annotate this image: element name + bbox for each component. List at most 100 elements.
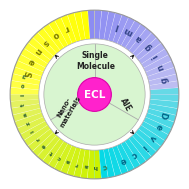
Text: s: s [41, 37, 50, 47]
Wedge shape [20, 121, 48, 140]
Text: i: i [139, 143, 148, 151]
Wedge shape [132, 132, 156, 156]
Text: i: i [151, 53, 160, 60]
Text: AIE: AIE [118, 96, 133, 113]
Text: v: v [146, 133, 157, 143]
Wedge shape [146, 113, 174, 128]
Wedge shape [28, 37, 53, 60]
Text: o: o [51, 29, 60, 40]
Wedge shape [13, 108, 42, 122]
Wedge shape [38, 28, 60, 53]
Wedge shape [125, 139, 146, 165]
Wedge shape [150, 88, 179, 94]
Wedge shape [11, 104, 40, 115]
Text: n: n [156, 63, 166, 72]
Wedge shape [10, 88, 39, 94]
Wedge shape [147, 108, 176, 122]
Text: a: a [22, 111, 28, 117]
Wedge shape [49, 20, 68, 48]
Wedge shape [24, 125, 50, 146]
Wedge shape [136, 38, 161, 60]
Wedge shape [10, 94, 39, 101]
Wedge shape [33, 132, 57, 156]
Text: r: r [63, 23, 70, 33]
Wedge shape [88, 10, 94, 39]
Wedge shape [104, 11, 115, 40]
Wedge shape [139, 43, 165, 64]
Wedge shape [67, 13, 81, 42]
Text: o: o [21, 84, 26, 88]
Text: e: e [41, 143, 48, 149]
Text: C: C [102, 163, 107, 168]
Text: r: r [35, 136, 41, 142]
Text: e: e [118, 155, 127, 166]
Text: I: I [114, 22, 119, 31]
Wedge shape [61, 146, 76, 174]
Wedge shape [11, 74, 40, 85]
Wedge shape [55, 17, 72, 45]
Wedge shape [117, 144, 134, 172]
Wedge shape [94, 150, 101, 179]
Wedge shape [61, 15, 76, 43]
Text: e: e [153, 122, 164, 132]
Wedge shape [88, 150, 94, 179]
Wedge shape [10, 94, 39, 101]
Text: g: g [160, 76, 170, 84]
Wedge shape [99, 10, 108, 40]
Text: r: r [75, 161, 79, 167]
Wedge shape [74, 149, 85, 178]
Wedge shape [95, 10, 101, 39]
Circle shape [78, 78, 111, 111]
Circle shape [44, 44, 145, 145]
Wedge shape [39, 39, 150, 150]
Text: i: i [30, 129, 36, 133]
Text: e: e [25, 57, 36, 67]
Wedge shape [17, 54, 46, 72]
Text: a: a [84, 163, 88, 168]
Text: n: n [22, 74, 28, 80]
Wedge shape [10, 81, 40, 90]
Text: z: z [26, 120, 32, 125]
Wedge shape [74, 11, 85, 40]
Wedge shape [48, 141, 68, 169]
Wedge shape [121, 141, 140, 169]
Wedge shape [125, 24, 146, 50]
Wedge shape [99, 149, 108, 179]
Text: Single
Molecule: Single Molecule [76, 51, 115, 71]
Wedge shape [37, 136, 60, 161]
Text: t: t [21, 103, 26, 107]
Text: t: t [49, 149, 54, 155]
Wedge shape [150, 88, 179, 94]
Text: i: i [20, 94, 25, 97]
Text: ECL: ECL [84, 90, 105, 99]
Wedge shape [139, 125, 165, 146]
Wedge shape [121, 20, 141, 48]
Wedge shape [141, 49, 169, 68]
Text: n: n [32, 46, 43, 57]
Wedge shape [147, 67, 176, 81]
Wedge shape [15, 61, 43, 76]
Text: c: c [129, 149, 138, 160]
Wedge shape [132, 33, 156, 57]
Wedge shape [113, 146, 128, 174]
Wedge shape [149, 104, 178, 115]
Wedge shape [10, 99, 40, 108]
Text: a: a [134, 33, 144, 43]
Wedge shape [43, 139, 64, 165]
Wedge shape [136, 129, 161, 152]
Wedge shape [149, 99, 179, 108]
Wedge shape [94, 150, 101, 179]
Wedge shape [104, 149, 115, 178]
Wedge shape [17, 117, 45, 134]
Wedge shape [28, 129, 53, 151]
Wedge shape [150, 95, 179, 101]
Wedge shape [141, 121, 169, 141]
Text: Nano-
materials: Nano- materials [53, 91, 82, 128]
Text: S: S [21, 69, 31, 78]
Wedge shape [149, 81, 179, 90]
Wedge shape [67, 147, 81, 176]
Wedge shape [81, 149, 90, 179]
Wedge shape [143, 117, 172, 135]
Wedge shape [88, 10, 94, 39]
Text: c: c [57, 154, 62, 160]
